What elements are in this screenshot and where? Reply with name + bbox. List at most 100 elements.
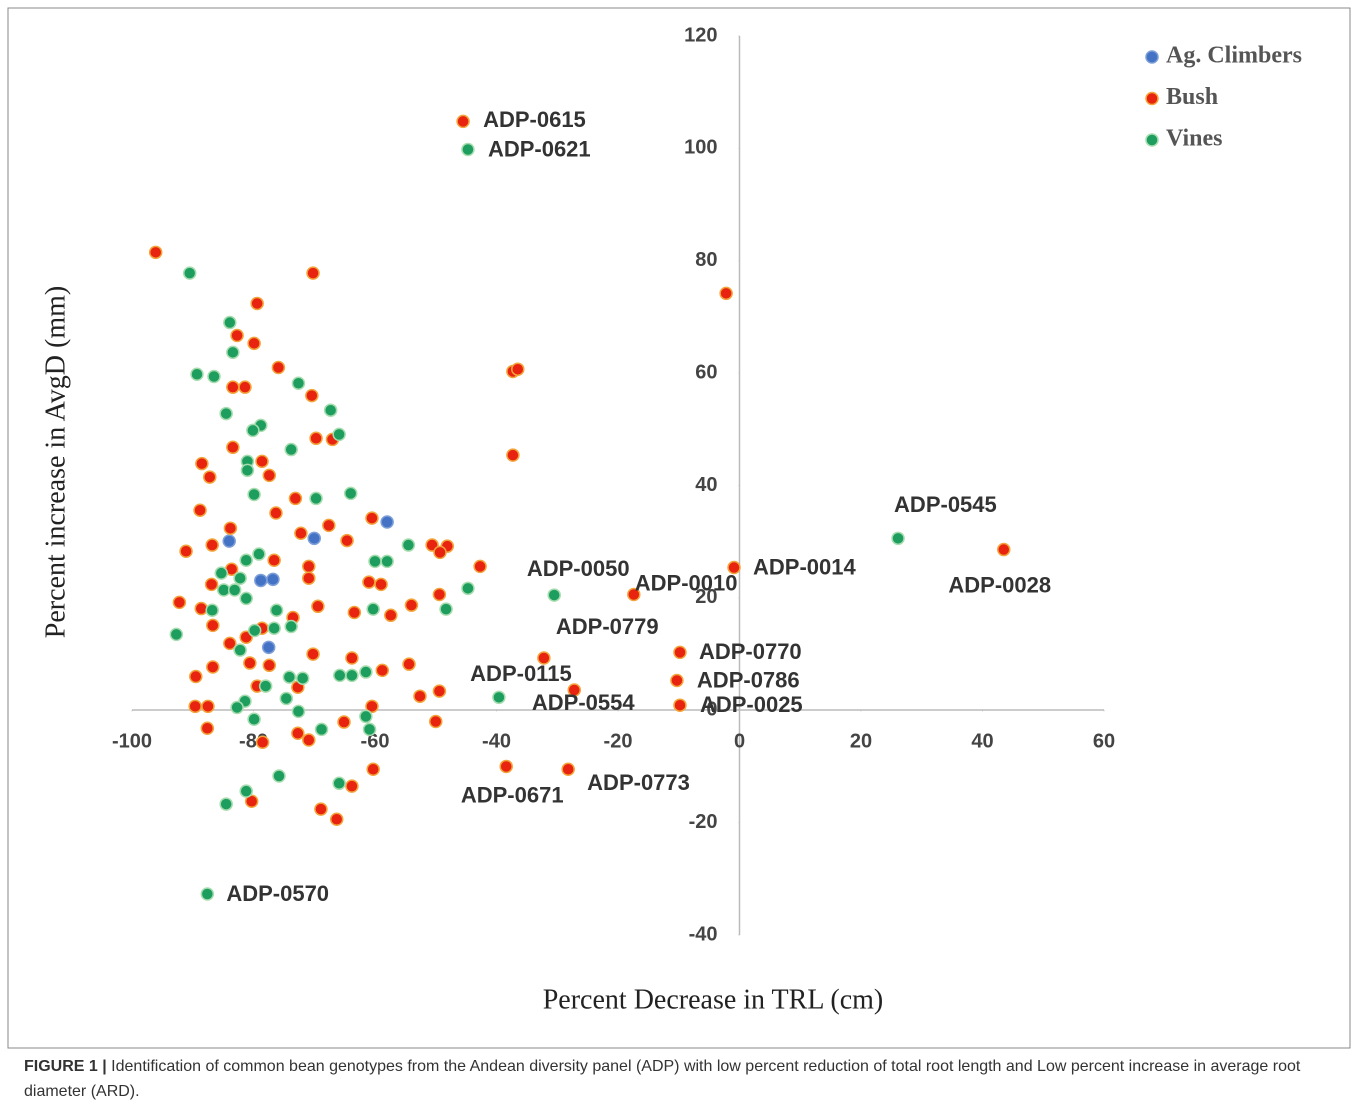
point — [194, 601, 209, 616]
point — [461, 581, 475, 596]
point — [230, 328, 244, 343]
point — [247, 623, 262, 638]
point — [345, 651, 359, 665]
point — [169, 627, 184, 642]
point-label: ADP-0115 — [470, 661, 572, 686]
point — [239, 591, 253, 606]
point — [345, 779, 359, 793]
point — [567, 683, 582, 697]
point — [188, 699, 202, 714]
point — [365, 511, 379, 525]
point — [473, 559, 487, 574]
point — [323, 403, 338, 417]
point — [673, 645, 687, 660]
point — [226, 345, 240, 360]
point — [239, 553, 253, 567]
point — [255, 735, 270, 750]
point — [246, 423, 260, 438]
point — [401, 538, 416, 552]
point — [362, 575, 376, 589]
caption: FIGURE 1 | Identification of common bean… — [24, 1054, 1314, 1104]
point — [314, 802, 328, 816]
point — [891, 531, 905, 546]
point — [291, 704, 306, 719]
legend-marker — [1145, 91, 1159, 106]
point-label: ADP-0615 — [483, 107, 586, 132]
point — [302, 733, 316, 747]
point — [345, 668, 359, 683]
point — [307, 531, 321, 546]
point — [284, 619, 298, 634]
point-label: ADP-0554 — [532, 690, 635, 715]
point — [365, 699, 379, 714]
point-label: ADP-0010 — [635, 570, 738, 595]
caption-label: FIGURE 1 | — [24, 1058, 107, 1075]
point-label: ADP-0028 — [948, 572, 1051, 597]
x-tick-label: -100 — [112, 731, 152, 753]
point — [223, 636, 237, 651]
point — [302, 559, 316, 574]
point — [219, 797, 233, 811]
point — [195, 456, 209, 471]
point — [402, 657, 416, 671]
point — [258, 679, 273, 693]
point-label: ADP-0014 — [753, 554, 856, 579]
point — [506, 448, 520, 462]
point — [719, 286, 733, 301]
point — [205, 538, 219, 552]
point — [203, 470, 217, 484]
point-label: ADP-0773 — [587, 770, 690, 795]
point — [239, 784, 253, 798]
point — [374, 577, 388, 592]
point — [182, 266, 197, 280]
point — [429, 714, 443, 729]
point-label: ADP-0770 — [699, 639, 802, 664]
point — [255, 454, 269, 469]
point-label: ADP-0050 — [527, 556, 630, 581]
legend-label: Ag. Climbers — [1166, 43, 1302, 69]
point — [673, 698, 687, 712]
point — [309, 491, 323, 506]
point — [247, 487, 261, 502]
point — [230, 700, 244, 715]
x-axis-title: Percent Decrease in TRL (cm) — [543, 984, 884, 1015]
point — [222, 534, 236, 548]
point — [366, 602, 380, 616]
point — [226, 380, 240, 394]
point — [193, 503, 207, 517]
point — [240, 463, 255, 478]
point — [243, 656, 257, 670]
legend-marker — [1145, 50, 1159, 64]
point-label: ADP-0025 — [700, 692, 803, 717]
point — [214, 566, 229, 580]
point — [254, 573, 268, 588]
point — [461, 142, 475, 157]
point — [262, 468, 277, 483]
point — [329, 812, 344, 827]
point — [282, 670, 297, 684]
point — [291, 726, 305, 741]
point — [272, 769, 286, 783]
point — [206, 618, 220, 633]
point — [247, 336, 261, 351]
point — [252, 547, 266, 561]
point — [340, 533, 354, 548]
point — [288, 491, 303, 506]
point — [284, 442, 298, 457]
point — [404, 598, 419, 612]
caption-text: Identification of common bean genotypes … — [24, 1058, 1301, 1100]
y-tick-label: 0 — [706, 699, 717, 721]
legend-label: Vines — [1166, 126, 1222, 152]
point — [314, 722, 329, 737]
point — [219, 406, 233, 421]
point-label: ADP-0786 — [697, 667, 800, 692]
point — [432, 684, 447, 698]
point — [250, 296, 264, 311]
point-label: ADP-0570 — [226, 881, 329, 906]
point — [305, 388, 319, 403]
point — [727, 560, 741, 575]
x-tick-label: 20 — [850, 731, 872, 753]
point — [997, 542, 1011, 557]
point — [207, 369, 221, 384]
